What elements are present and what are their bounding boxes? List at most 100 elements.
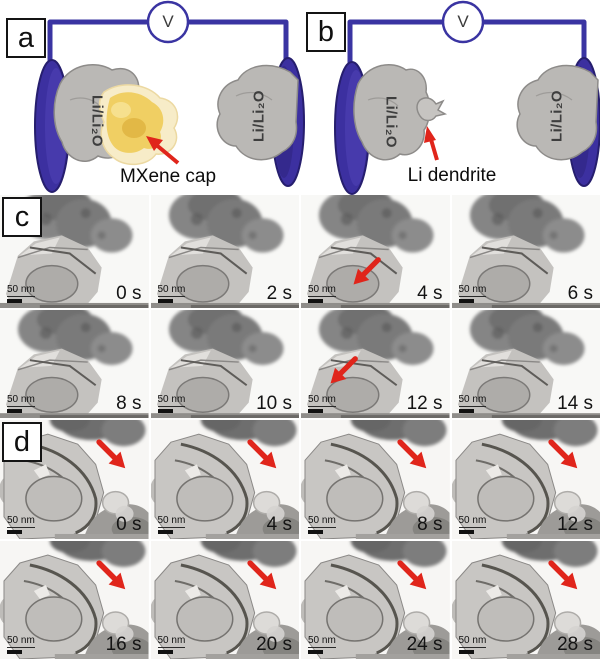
panel-c-row-1: 50 nm 0 s 50 nm 2 s 50 nm 4 s 50 nm 6 s [0,195,600,308]
panel-label-d: d [2,422,42,462]
scale-bar-line [157,650,173,654]
scale-bar-line [458,530,474,534]
scale-bar: 50 nm [157,630,186,654]
scale-bar-label: 50 nm [157,635,186,648]
panel-d-row-1: 50 nm 0 s 50 nm 4 s 50 nm 8 s 50 nm 12 s [0,420,600,539]
scale-bar: 50 nm [157,279,186,303]
tem-frame: 50 nm 10 s [150,310,299,418]
scale-bar-label: 50 nm [458,515,487,528]
tem-frame: 50 nm 2 s [150,195,299,308]
tem-frame: 50 nm 6 s [451,195,600,308]
time-label: 0 s [116,283,142,304]
scale-bar-line [7,409,22,413]
red-arrow-icon [393,434,431,474]
scale-bar-line [157,409,173,413]
tem-frame: 50 nm 24 s [301,541,450,659]
voltmeter-icon [441,0,485,44]
scale-bar: 50 nm [7,389,35,413]
electrode-label: Li/Li₂O [548,90,566,142]
scale-bar: 50 nm [7,630,35,654]
scale-bar: 50 nm [157,389,186,413]
scale-bar-line [308,299,323,303]
scale-bar-line [308,409,323,413]
red-arrow-icon [92,434,130,474]
tem-frame: 50 nm 0 s [0,195,149,308]
panel-label-a: a [6,18,46,58]
red-arrow-icon [349,253,385,289]
scale-bar-line [157,530,173,534]
tem-frame: 50 nm 20 s [150,541,299,659]
scale-bar-label: 50 nm [458,284,487,297]
electrode-label: Li/Li₂O [382,96,400,148]
scale-bar: 50 nm [308,630,336,654]
annotation-mxene-cap: MXene cap [119,166,217,187]
li-dendrite-shape [416,97,448,122]
time-label: 8 s [417,514,443,535]
time-label: 28 s [557,634,593,655]
time-label: 20 s [256,634,292,655]
scale-bar-label: 50 nm [308,284,336,297]
scale-bar: 50 nm [458,389,487,413]
scale-bar-line [308,530,323,534]
tem-frame: 50 nm 28 s [451,541,600,659]
voltmeter-icon [146,0,190,44]
tem-frame: 50 nm 4 s [150,420,299,539]
scale-bar-label: 50 nm [458,394,487,407]
tem-frame: 50 nm 12 s [301,310,450,418]
time-label: 6 s [567,283,593,304]
time-label: 4 s [266,514,292,535]
scale-bar: 50 nm [308,510,336,534]
time-label: 2 s [266,283,292,304]
red-arrow-icon [393,555,431,595]
red-arrow-icon [544,434,582,474]
red-arrow-icon [146,126,439,165]
red-arrow-icon [243,555,281,595]
scale-bar-label: 50 nm [308,635,336,648]
tem-frame: 50 nm 8 s [0,310,149,418]
scale-bar: 50 nm [458,630,487,654]
electrode-label: Li/Li₂O [250,90,268,142]
scale-bar: 50 nm [308,389,336,413]
scale-bar-label: 50 nm [7,394,35,407]
time-label: 0 s [116,514,142,535]
scale-bar-line [7,530,22,534]
electrode-label: Li/Li₂O [88,95,106,147]
scale-bar: 50 nm [458,510,487,534]
time-label: 10 s [256,393,292,414]
scale-bar: 50 nm [458,279,487,303]
tem-frame: 50 nm 16 s [0,541,149,659]
scale-bar-label: 50 nm [7,635,35,648]
scale-bar-line [458,299,474,303]
red-arrow-icon [92,555,130,595]
red-arrow-icon [544,555,582,595]
time-label: 12 s [406,393,443,414]
tem-frame: 50 nm 12 s [451,420,600,539]
scale-bar-line [157,299,173,303]
voltmeter-label: V [162,12,174,31]
time-label: 12 s [557,514,593,535]
time-label: 14 s [557,393,593,414]
tem-frame: 50 nm 4 s [301,195,450,308]
schematic-panels-ab: V V Li/Li₂O Li/Li₂O Li/Li₂O Li/Li₂O MXen… [0,0,600,195]
scale-bar-label: 50 nm [458,635,487,648]
panel-label-c: c [2,197,42,237]
scale-bar-line [308,650,323,654]
time-label: 8 s [116,393,142,414]
scale-bar-label: 50 nm [7,515,35,528]
scale-bar: 50 nm [308,279,336,303]
scale-bar-label: 50 nm [157,284,186,297]
time-label: 16 s [105,634,142,655]
time-label: 24 s [406,634,443,655]
scale-bar: 50 nm [157,510,186,534]
scale-bar-line [458,650,474,654]
voltmeter-label: V [457,12,469,31]
scale-bar-label: 50 nm [7,284,35,297]
scale-bar-label: 50 nm [157,394,186,407]
scale-bar-line [458,409,474,413]
scale-bar: 50 nm [7,279,35,303]
scale-bar: 50 nm [7,510,35,534]
tem-frame: 50 nm 14 s [451,310,600,418]
scale-bar-line [7,299,22,303]
scale-bar-label: 50 nm [308,515,336,528]
